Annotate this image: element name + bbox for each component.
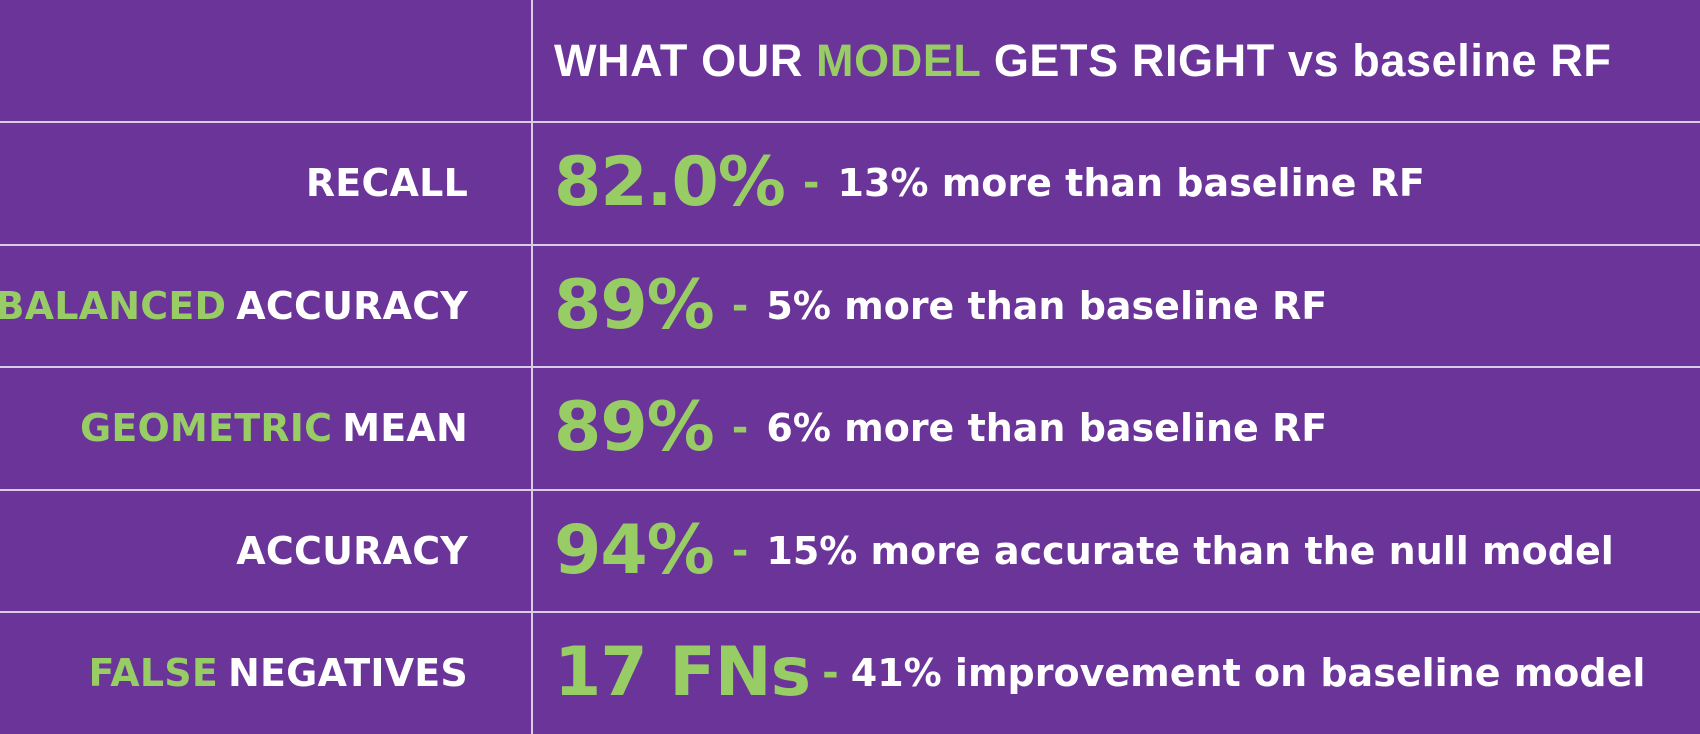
row-value-cell: 89% - 6% more than baseline RF [532,367,1700,489]
row-divider [0,366,1700,368]
header-title-accent: MODEL [816,35,981,86]
row-description: 13% more than baseline RF [837,161,1425,205]
row-divider [0,244,1700,246]
row-label: MEAN [342,406,468,450]
table-header-row: WHAT OUR MODEL GETS RIGHT vs baseline RF [0,0,1700,122]
row-dash: - [731,528,749,574]
table-row: ACCURACY 94% - 15% more accurate than th… [0,490,1700,612]
row-metric: 89% [554,388,715,467]
row-metric: 94% [554,511,715,590]
row-label-cell: ACCURACY [0,490,532,612]
row-metric: 89% [554,266,715,345]
row-description: 5% more than baseline RF [766,284,1328,328]
row-divider [0,611,1700,613]
row-label: RECALL [305,161,468,205]
header-title-part-1: WHAT OUR [554,35,817,86]
row-label-cell: BALANCED ACCURACY [0,245,532,367]
header-left-cell [0,0,532,122]
row-label-accent: BALANCED [0,284,227,328]
row-dash: - [802,160,820,206]
row-description: 6% more than baseline RF [766,406,1328,450]
row-value-cell: 94% - 15% more accurate than the null mo… [532,490,1700,612]
row-label: ACCURACY [236,529,468,573]
row-label-accent: FALSE [88,651,218,695]
row-label-cell: FALSE NEGATIVES [0,612,532,734]
row-value-cell: 82.0% - 13% more than baseline RF [532,122,1700,244]
row-dash: - [731,283,749,329]
row-label: ACCURACY [236,284,468,328]
header-title-part-2: GETS RIGHT vs baseline RF [980,35,1612,86]
row-value-cell: 89% - 5% more than baseline RF [532,245,1700,367]
row-description: 15% more accurate than the null model [766,529,1614,573]
header-title: WHAT OUR MODEL GETS RIGHT vs baseline RF [554,35,1611,87]
table-row: BALANCED ACCURACY 89% - 5% more than bas… [0,245,1700,367]
row-metric: 17 FNs [554,633,811,712]
row-label-cell: RECALL [0,122,532,244]
row-divider [0,121,1700,123]
table-row: GEOMETRIC MEAN 89% - 6% more than baseli… [0,367,1700,489]
row-description: 41% improvement on baseline model [850,651,1646,695]
row-dash: - [731,405,749,451]
row-dash: - [822,650,839,696]
row-label-accent: GEOMETRIC [79,406,333,450]
row-value-cell: 17 FNs - 41% improvement on baseline mod… [532,612,1700,734]
header-right-cell: WHAT OUR MODEL GETS RIGHT vs baseline RF [532,0,1700,122]
row-label: NEGATIVES [227,651,468,695]
row-metric: 82.0% [554,143,786,222]
row-divider [0,489,1700,491]
row-label-cell: GEOMETRIC MEAN [0,367,532,489]
table-row: FALSE NEGATIVES 17 FNs - 41% improvement… [0,612,1700,734]
table-row: RECALL 82.0% - 13% more than baseline RF [0,122,1700,244]
